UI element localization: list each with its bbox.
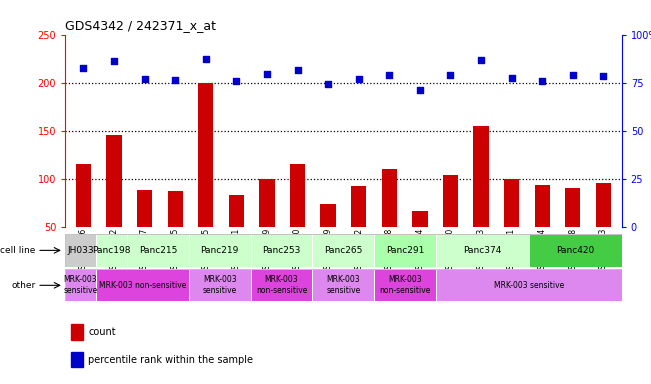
Text: other: other: [12, 281, 36, 290]
Text: GDS4342 / 242371_x_at: GDS4342 / 242371_x_at: [65, 19, 216, 32]
Bar: [374, 269, 436, 301]
Text: MRK-003
non-sensitive: MRK-003 non-sensitive: [256, 275, 307, 295]
Text: Panc198: Panc198: [92, 246, 131, 255]
Bar: [381, 169, 397, 275]
Bar: [443, 175, 458, 275]
Text: Panc265: Panc265: [324, 246, 363, 255]
Bar: [76, 164, 91, 275]
Point: [139, 76, 150, 82]
Text: count: count: [89, 327, 116, 337]
Bar: [71, 352, 83, 367]
Bar: [198, 83, 214, 275]
Text: MRK-003
non-sensitive: MRK-003 non-sensitive: [380, 275, 431, 295]
Bar: [312, 234, 374, 267]
Point: [598, 73, 609, 79]
Point: [445, 72, 456, 78]
Text: MRK-003
sensitive: MRK-003 sensitive: [63, 275, 98, 295]
Point: [353, 76, 364, 82]
Bar: [127, 234, 189, 267]
Point: [384, 72, 395, 78]
Point: [568, 72, 578, 78]
Bar: [529, 234, 622, 267]
Point: [262, 71, 272, 77]
Bar: [436, 269, 622, 301]
Text: Panc291: Panc291: [386, 246, 424, 255]
Text: Panc374: Panc374: [464, 246, 502, 255]
Text: Panc219: Panc219: [201, 246, 239, 255]
Text: JH033: JH033: [67, 246, 94, 255]
Bar: [504, 179, 519, 275]
Bar: [65, 234, 96, 267]
Bar: [436, 234, 529, 267]
Bar: [412, 211, 428, 275]
Text: Panc215: Panc215: [139, 246, 177, 255]
Bar: [534, 185, 550, 275]
Bar: [596, 184, 611, 275]
Text: MRK-003
sensitive: MRK-003 sensitive: [202, 275, 237, 295]
Point: [78, 65, 89, 71]
Text: MRK-003
sensitive: MRK-003 sensitive: [326, 275, 361, 295]
Bar: [259, 179, 275, 275]
Bar: [96, 269, 189, 301]
Bar: [137, 190, 152, 275]
Bar: [167, 191, 183, 275]
Bar: [189, 234, 251, 267]
Bar: [106, 136, 122, 275]
Bar: [229, 195, 244, 275]
Point: [231, 78, 242, 84]
Point: [506, 75, 517, 81]
Bar: [290, 164, 305, 275]
Bar: [71, 324, 83, 339]
Text: MRK-003 non-sensitive: MRK-003 non-sensitive: [99, 281, 186, 290]
Point: [292, 67, 303, 73]
Text: percentile rank within the sample: percentile rank within the sample: [89, 355, 253, 365]
Bar: [374, 234, 436, 267]
Text: cell line: cell line: [1, 246, 36, 255]
Bar: [96, 234, 127, 267]
Bar: [251, 269, 312, 301]
Point: [476, 56, 486, 63]
Point: [537, 78, 547, 84]
Bar: [65, 269, 96, 301]
Bar: [565, 188, 581, 275]
Bar: [189, 269, 251, 301]
Point: [201, 56, 211, 62]
Bar: [312, 269, 374, 301]
Bar: [320, 205, 336, 275]
Text: MRK-003 sensitive: MRK-003 sensitive: [494, 281, 564, 290]
Bar: [351, 186, 367, 275]
Bar: [473, 126, 489, 275]
Bar: [251, 234, 312, 267]
Point: [415, 87, 425, 93]
Point: [323, 81, 333, 88]
Text: Panc253: Panc253: [262, 246, 301, 255]
Point: [170, 77, 180, 83]
Text: Panc420: Panc420: [556, 246, 594, 255]
Point: [109, 58, 119, 65]
